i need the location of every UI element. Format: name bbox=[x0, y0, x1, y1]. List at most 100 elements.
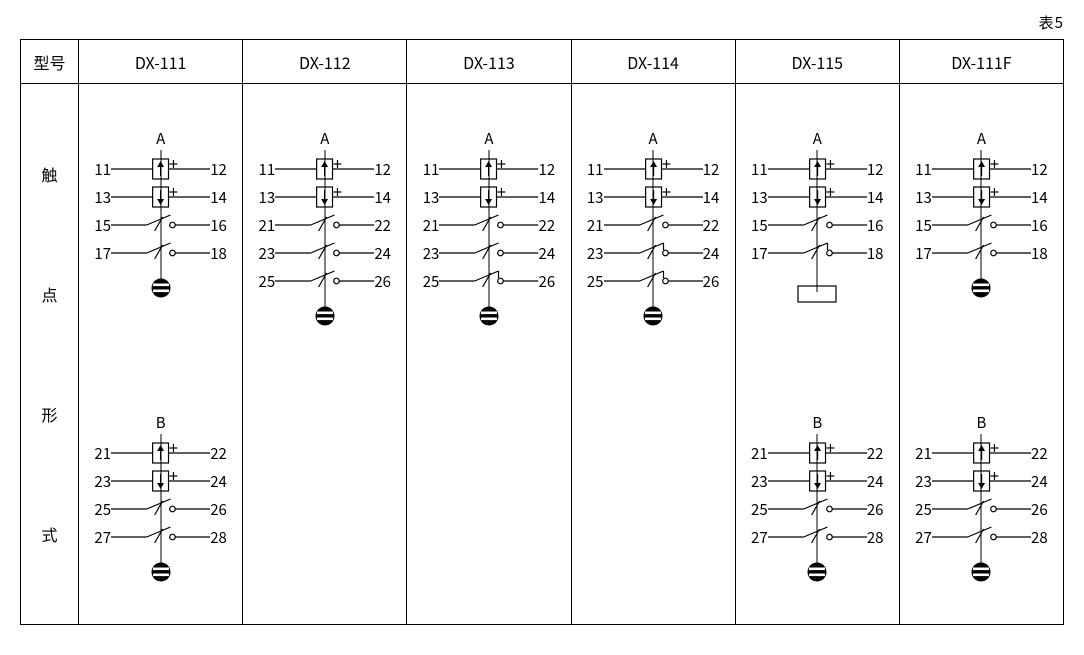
contact-symbol bbox=[111, 183, 210, 211]
terminal-right: 22 bbox=[374, 215, 396, 236]
contact-symbol bbox=[439, 155, 538, 183]
contact-symbol bbox=[275, 183, 374, 211]
contact-symbol bbox=[932, 155, 1031, 183]
contact-symbol bbox=[768, 155, 867, 183]
contact-row: 25 26 bbox=[736, 495, 899, 523]
contact-symbol bbox=[111, 211, 210, 239]
terminal-left: 15 bbox=[89, 215, 111, 236]
terminal-left: 13 bbox=[910, 187, 932, 208]
contact-row: 13 14 bbox=[572, 183, 735, 211]
row-label-char: 点 bbox=[21, 282, 78, 306]
contact-symbol bbox=[111, 523, 210, 551]
header-model-2: DX-113 bbox=[407, 40, 571, 84]
contact-group: A11 1213 1415 1617 18 bbox=[79, 128, 242, 299]
contact-row: 11 12 bbox=[407, 155, 570, 183]
contact-row: 23 24 bbox=[79, 467, 242, 495]
contact-row: 23 24 bbox=[736, 467, 899, 495]
table-caption: 表5 bbox=[20, 12, 1064, 33]
terminal-left: 21 bbox=[910, 443, 932, 464]
model-cell-4: A11 1213 1415 1617 18 B21 222 bbox=[735, 84, 899, 625]
contact-row: 21 22 bbox=[243, 211, 406, 239]
model-cell-0: A11 1213 1415 1617 18 B21 bbox=[79, 84, 243, 625]
model-cell-3: A11 1213 1421 2223 2425 26 bbox=[571, 84, 735, 625]
terminal-left: 11 bbox=[253, 159, 275, 180]
terminal-right: 16 bbox=[867, 215, 889, 236]
contact-symbol bbox=[275, 239, 374, 267]
terminal-right: 16 bbox=[210, 215, 232, 236]
contact-row: 11 12 bbox=[736, 155, 899, 183]
terminal-left: 23 bbox=[582, 243, 604, 264]
contact-symbol bbox=[111, 467, 210, 495]
header-model-1: DX-112 bbox=[243, 40, 407, 84]
contact-row: 25 26 bbox=[900, 495, 1063, 523]
header-model-label: 型号 bbox=[21, 40, 79, 84]
contact-group: B21 2223 2425 2627 28 bbox=[79, 412, 242, 583]
terminal-right: 26 bbox=[374, 271, 396, 292]
contact-symbol bbox=[604, 155, 703, 183]
group-label: A bbox=[649, 128, 658, 149]
contact-symbol bbox=[604, 267, 703, 295]
group-label: A bbox=[156, 128, 165, 149]
contact-row: 23 24 bbox=[407, 239, 570, 267]
contact-symbol bbox=[604, 239, 703, 267]
terminal-right: 12 bbox=[539, 159, 561, 180]
terminal-right: 28 bbox=[867, 527, 889, 548]
contact-symbol bbox=[275, 267, 374, 295]
terminal-left: 11 bbox=[910, 159, 932, 180]
terminal-right: 22 bbox=[539, 215, 561, 236]
ground-icon bbox=[806, 561, 828, 583]
terminal-right: 18 bbox=[210, 243, 232, 264]
terminal-right: 12 bbox=[1031, 159, 1053, 180]
contact-symbol bbox=[111, 239, 210, 267]
row-label-char: 触 bbox=[21, 162, 78, 186]
terminal-left: 23 bbox=[417, 243, 439, 264]
contact-symbol bbox=[932, 495, 1031, 523]
contact-row: 17 18 bbox=[900, 239, 1063, 267]
terminal-right: 14 bbox=[210, 187, 232, 208]
row-label-char: 式 bbox=[21, 522, 78, 546]
terminal-left: 15 bbox=[910, 215, 932, 236]
terminal-left: 13 bbox=[253, 187, 275, 208]
group-label: A bbox=[813, 128, 822, 149]
contact-symbol bbox=[604, 211, 703, 239]
terminal-left: 23 bbox=[89, 471, 111, 492]
header-model-4: DX-115 bbox=[735, 40, 899, 84]
ground-icon bbox=[150, 277, 172, 299]
terminal-left: 11 bbox=[582, 159, 604, 180]
contact-symbol bbox=[111, 439, 210, 467]
terminal-left: 11 bbox=[417, 159, 439, 180]
terminal-left: 27 bbox=[910, 527, 932, 548]
terminal-left: 21 bbox=[89, 443, 111, 464]
terminal-right: 26 bbox=[539, 271, 561, 292]
contact-row: 13 14 bbox=[900, 183, 1063, 211]
terminal-left: 13 bbox=[746, 187, 768, 208]
contact-row: 25 26 bbox=[243, 267, 406, 295]
terminal-right: 12 bbox=[703, 159, 725, 180]
contact-symbol bbox=[604, 183, 703, 211]
contact-symbol bbox=[768, 495, 867, 523]
contact-row: 11 12 bbox=[572, 155, 735, 183]
terminal-right: 18 bbox=[1031, 243, 1053, 264]
contact-symbol bbox=[111, 495, 210, 523]
contact-row: 25 26 bbox=[572, 267, 735, 295]
terminal-left: 21 bbox=[746, 443, 768, 464]
model-cell-1: A11 1213 1421 2223 2425 26 bbox=[243, 84, 407, 625]
contact-symbol bbox=[111, 155, 210, 183]
body-row: 触 点 形 式 A11 1213 1415 1617 bbox=[21, 84, 1064, 625]
contact-group: A11 1213 1415 1617 18 bbox=[900, 128, 1063, 299]
terminal-left: 17 bbox=[89, 243, 111, 264]
terminal-left: 23 bbox=[746, 471, 768, 492]
contact-group: B21 2223 2425 2627 28 bbox=[900, 412, 1063, 583]
model-cell-5: A11 1213 1415 1617 18 B21 bbox=[899, 84, 1063, 625]
terminal-right: 12 bbox=[867, 159, 889, 180]
terminal-left: 25 bbox=[253, 271, 275, 292]
contact-row: 15 16 bbox=[900, 211, 1063, 239]
terminal-right: 26 bbox=[1031, 499, 1053, 520]
terminal-left: 21 bbox=[582, 215, 604, 236]
terminal-right: 24 bbox=[210, 471, 232, 492]
ground-icon bbox=[314, 305, 336, 327]
contact-row: 13 14 bbox=[79, 183, 242, 211]
terminal-left: 27 bbox=[746, 527, 768, 548]
terminal-right: 24 bbox=[867, 471, 889, 492]
header-model-3: DX-114 bbox=[571, 40, 735, 84]
